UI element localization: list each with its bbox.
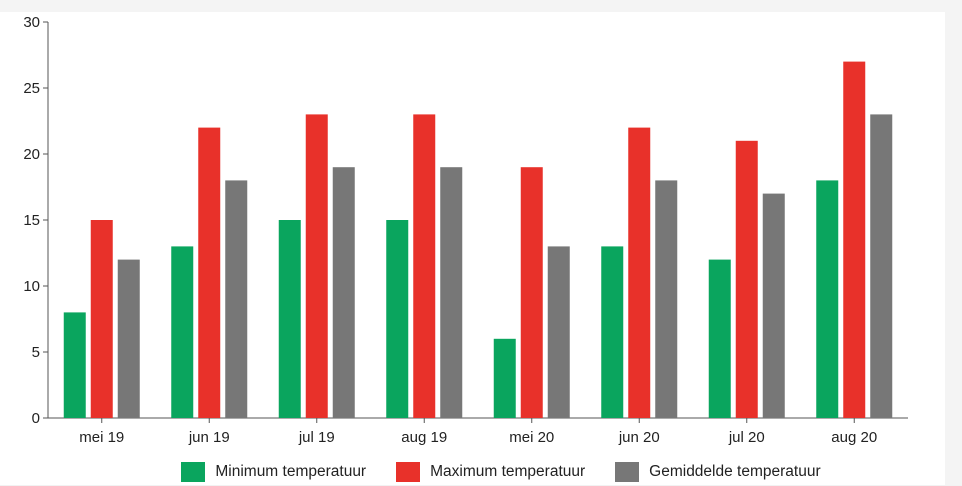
bar[interactable] [870,114,893,419]
y-tick-label: 15 [23,212,40,229]
x-tick-label: jul 20 [728,429,765,446]
bar[interactable] [440,167,463,418]
chart-panel [0,12,945,485]
bars [63,61,893,419]
bar[interactable] [386,220,409,418]
legend-item-average[interactable]: Gemiddelde temperatuur [615,462,821,482]
y-tick-label: 20 [23,146,40,163]
legend-swatch-maximum [396,462,421,482]
x-tick-label: mei 20 [509,429,554,446]
legend-swatch-minimum [181,462,206,482]
bar[interactable] [171,246,194,418]
bar[interactable] [63,312,86,418]
legend-swatch-average [615,462,640,482]
x-axis: mei 19 jun 19 jul 19 aug 19 mei 20 jun 20 jul … [48,417,908,446]
bar[interactable] [628,127,651,418]
y-tick-label: 5 [32,344,40,361]
bar[interactable] [762,193,785,418]
bar[interactable] [816,180,839,418]
legend-item-minimum[interactable]: Minimum temperatuur [181,462,366,482]
bar[interactable] [413,114,436,419]
bar[interactable] [601,246,624,418]
legend-label-minimum: Minimum temperatuur [215,463,367,480]
x-tick-label: jun 19 [188,429,230,446]
bar[interactable] [305,114,328,419]
bar[interactable] [843,61,866,418]
bar[interactable] [735,140,758,419]
x-tick-label: aug 20 [831,429,877,446]
bar[interactable] [117,259,140,418]
y-tick-label: 25 [23,80,40,97]
x-tick-label: mei 19 [79,429,124,446]
bar[interactable] [493,338,516,418]
x-tick-label: jul 19 [298,429,335,446]
bar[interactable] [655,180,678,418]
y-tick-label: 10 [23,278,40,295]
bar[interactable] [332,167,355,418]
legend-item-maximum[interactable]: Maximum temperatuur [396,462,585,482]
x-tick-label: jun 20 [618,429,660,446]
y-tick-label: 30 [23,14,40,31]
legend-label-maximum: Maximum temperatuur [430,463,586,480]
bar[interactable] [708,259,731,418]
y-tick-label: 0 [32,410,40,427]
bar[interactable] [520,167,543,418]
bar[interactable] [547,246,570,418]
bar[interactable] [90,220,113,418]
y-axis: 0 5 10 15 20 25 30 [23,14,49,427]
bar[interactable] [198,127,221,418]
legend-label-average: Gemiddelde temperatuur [649,463,821,480]
bar[interactable] [225,180,248,418]
legend: Minimum temperatuur Maximum temperatuur … [0,458,962,486]
bar[interactable] [278,220,301,418]
x-tick-label: aug 19 [401,429,447,446]
